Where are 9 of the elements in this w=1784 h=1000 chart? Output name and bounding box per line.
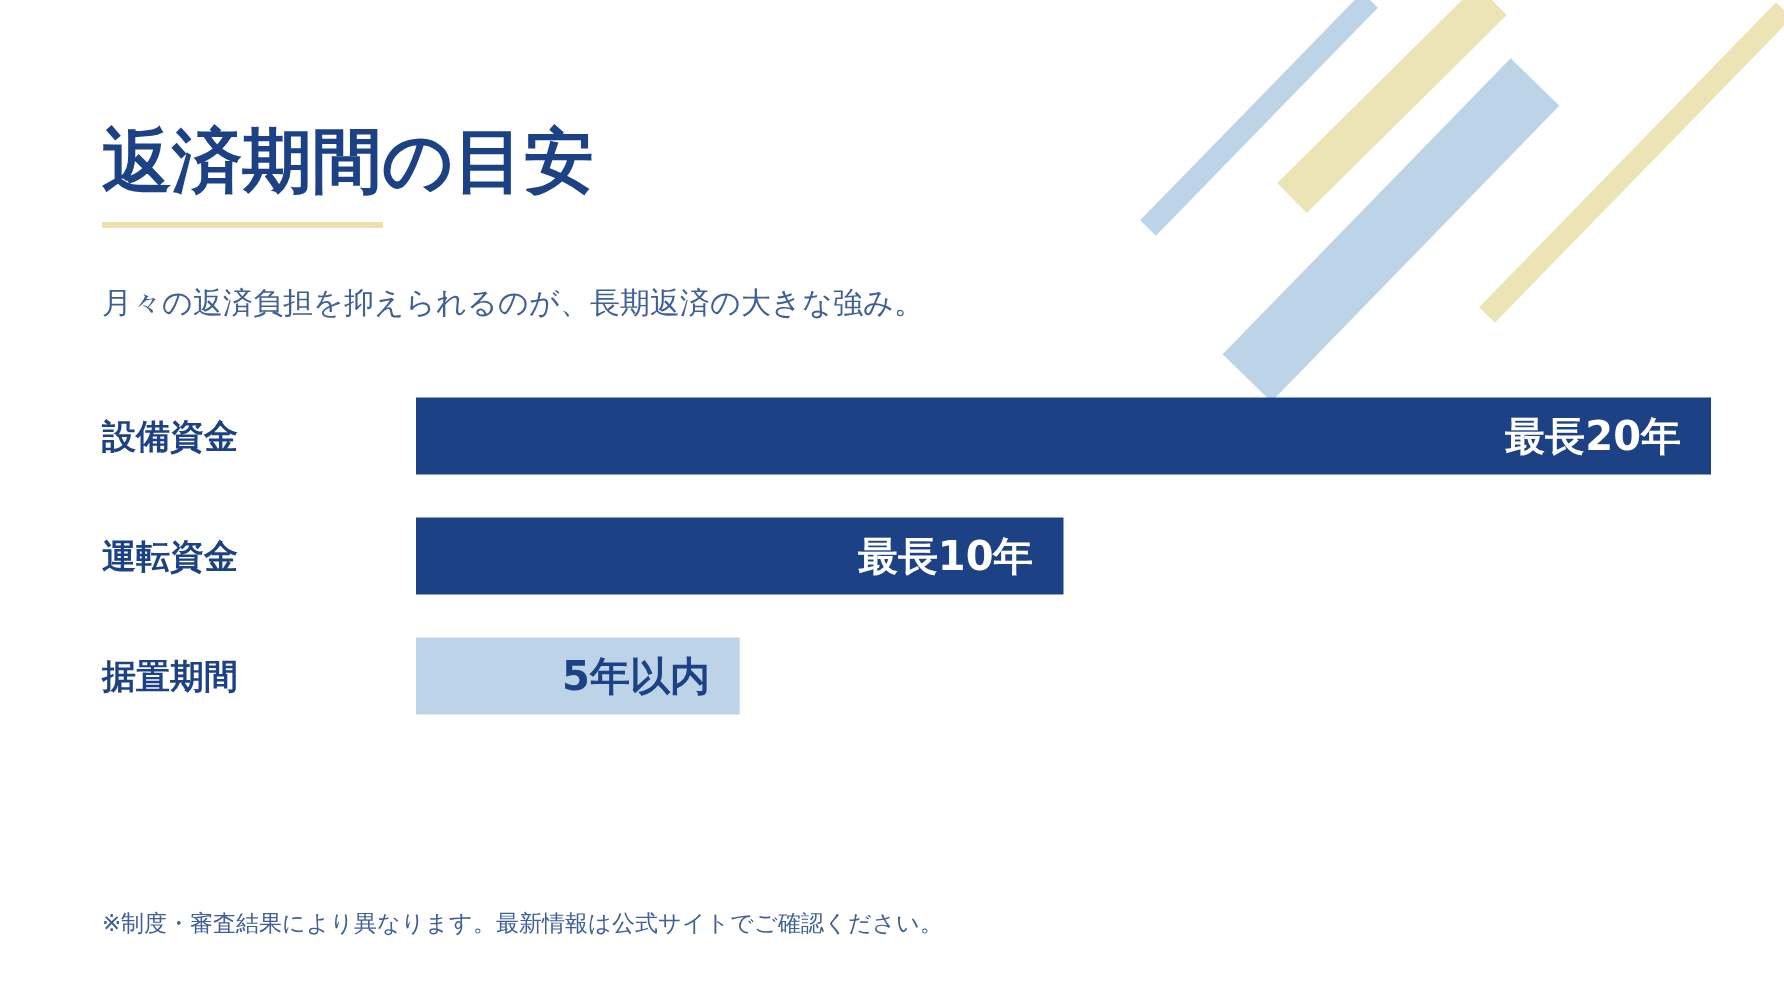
y-tick-label: 運転資金 [102, 536, 238, 576]
y-tick-label: 設備資金 [101, 416, 238, 456]
data-label: 最長10年 [857, 533, 1034, 579]
chart-subtitle: 月々の返済負担を抑えられるのが、長期返済の大きな強み。 [102, 285, 924, 320]
chart-title: 返済期間の目安 [102, 120, 594, 202]
y-tick-label: 据置期間 [101, 656, 238, 696]
text: ※制度・審査結果により異なります。最新情報は公式サイトでご確認ください。 [102, 910, 944, 936]
data-label: 5年以内 [561, 653, 710, 699]
data-label: 最長20年 [1505, 413, 1681, 459]
